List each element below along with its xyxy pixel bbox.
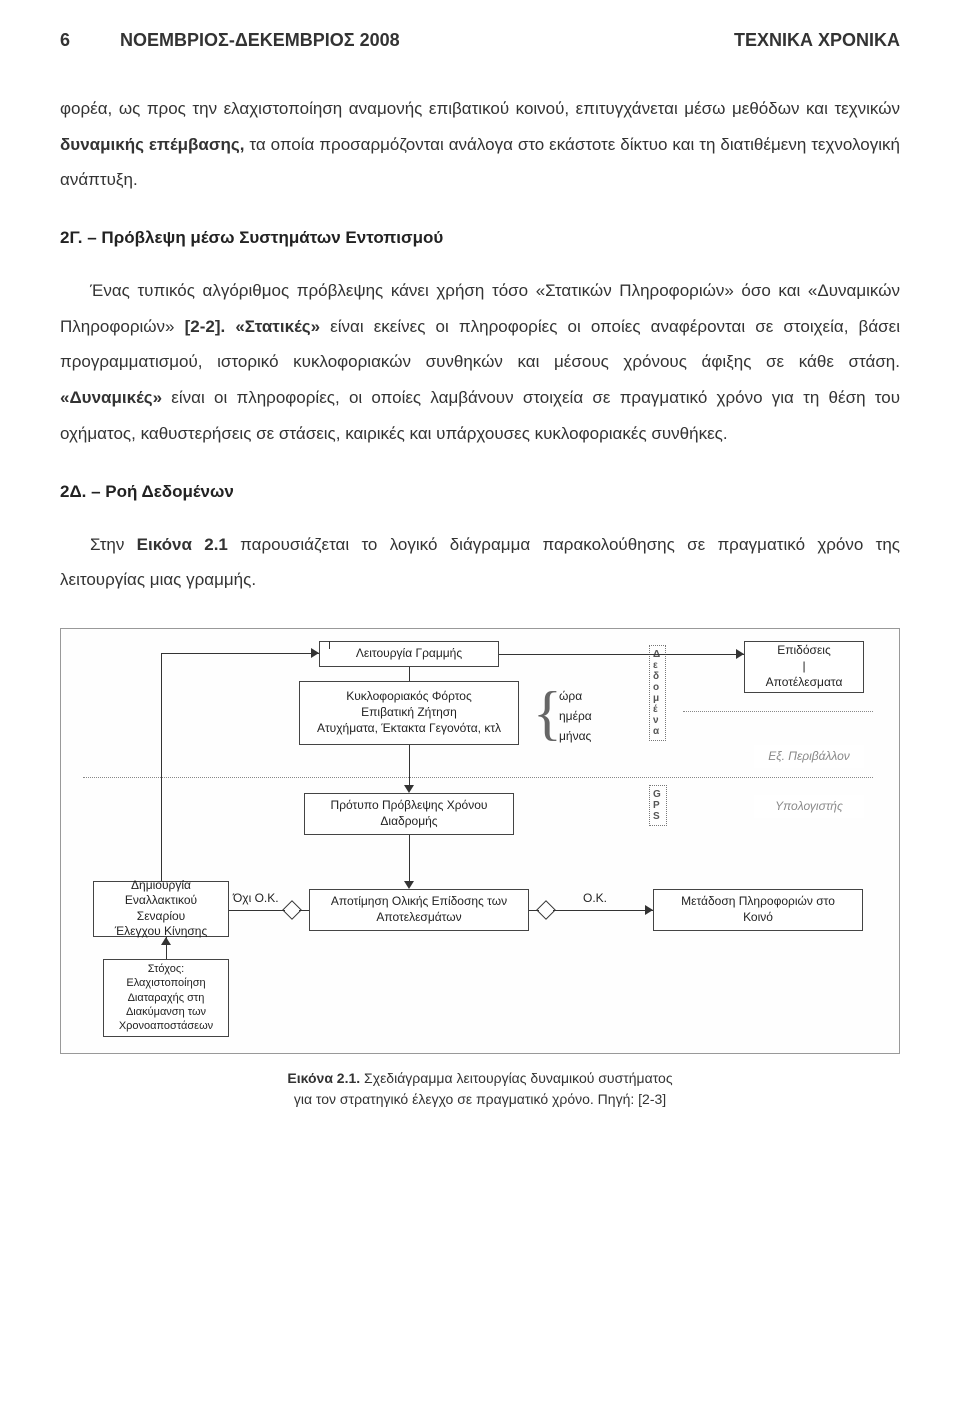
- transmit-l2: Κοινό: [743, 910, 773, 926]
- section-2g-heading: 2Γ. – Πρόβλεψη μέσω Συστημάτων Εντοπισμο…: [60, 228, 900, 248]
- caption-b1: Εικόνα 2.1.: [287, 1070, 360, 1086]
- sub-l1: Κυκλοφοριακός Φόρτος: [346, 689, 472, 705]
- ex-env-label: Εξ. Περιβάλλον: [768, 749, 850, 765]
- p2-t3: είναι οι πληροφορίες, οι οποίες λαμβάνου…: [60, 388, 900, 443]
- computer-label: Υπολογιστής: [775, 799, 843, 815]
- box-forecast: Πρότυπο Πρόβλεψης Χρόνου Διαδρομής: [304, 793, 514, 835]
- arrow-forecast-eval: [404, 881, 414, 889]
- goal-l1: Στόχος:: [148, 962, 184, 976]
- diagram-container: Λειτουργία Γραμμής Κυκλοφοριακός Φόρτος …: [60, 628, 900, 1054]
- journal-title: ΤΕΧΝΙΚΑ ΧΡΟΝΙΚΑ: [734, 30, 900, 51]
- conn-alt-up-h: [161, 653, 319, 654]
- conn-eval-left-d: [299, 910, 309, 911]
- epidoseis-l1: Επιδόσεις: [777, 643, 831, 659]
- conn-lineop-sub: [409, 667, 410, 681]
- p2-b2: «Δυναμικές»: [60, 388, 162, 407]
- box-transmit: Μετάδοση Πληροφοριών στο Κοινό: [653, 889, 863, 931]
- p3-b1: Εικόνα 2.1: [137, 535, 228, 554]
- alt-l2: Εναλλακτικού Σεναρίου: [100, 893, 222, 924]
- p3-t1: Στην: [90, 535, 137, 554]
- conn-eval-right-d: [529, 910, 539, 911]
- p1-t1: φορέα, ως προς την ελαχιστοποίηση αναμον…: [60, 99, 900, 118]
- conn-lineop-epidoseis: [499, 654, 744, 655]
- paragraph-3: Στην Εικόνα 2.1 παρουσιάζεται το λογικό …: [60, 527, 900, 598]
- time-month: μήνας: [559, 729, 591, 743]
- arrow-lineop-epidoseis: [736, 649, 744, 659]
- conn-forecast-eval: [409, 835, 410, 881]
- transmit-l1: Μετάδοση Πληροφοριών στο: [681, 894, 835, 910]
- box-line-sub: Κυκλοφοριακός Φόρτος Επιβατική Ζήτηση Ατ…: [299, 681, 519, 745]
- caption-t1: Σχεδιάγραμμα λειτουργίας δυναμικού συστή…: [360, 1070, 672, 1086]
- forecast-l2: Διαδρομής: [380, 814, 437, 830]
- line-op-label: Λειτουργία Γραμμής: [356, 646, 462, 662]
- header-left: 6 ΝΟΕΜΒΡΙΟΣ-ΔΕΚΕΜΒΡΙΟΣ 2008: [60, 30, 400, 51]
- label-computer: Υπολογιστής: [754, 795, 864, 819]
- time-hour: ώρα: [559, 689, 582, 703]
- eval-l1: Αποτίμηση Ολικής Επίδοσης των: [331, 894, 507, 910]
- dotted-sep-1: [83, 777, 873, 778]
- sub-l3: Ατυχήματα, Έκτακτα Γεγονότα, κτλ: [317, 721, 501, 737]
- eval-l2: Αποτελεσμάτων: [376, 910, 461, 926]
- dotted-sep-2: [683, 711, 873, 712]
- arrow-alt-lineop: [311, 648, 319, 658]
- label-ok: O.K.: [583, 891, 607, 905]
- goal-l3: Διαταραχής στη: [128, 991, 205, 1005]
- flowchart-diagram: Λειτουργία Γραμμής Κυκλοφοριακός Φόρτος …: [73, 641, 887, 1041]
- arrow-sub-forecast: [404, 785, 414, 793]
- box-goal: Στόχος: Ελαχιστοποίηση Διαταραχής στη Δι…: [103, 959, 229, 1037]
- p1-b1: δυναμικής επέμβασης,: [60, 135, 244, 154]
- brace-icon: {: [533, 683, 562, 743]
- issue-date: ΝΟΕΜΒΡΙΟΣ-ΔΕΚΕΜΒΡΙΟΣ 2008: [120, 30, 400, 51]
- epidoseis-l3: Αποτέλεσματα: [766, 675, 843, 691]
- label-not-ok: Όχι Ο.Κ.: [233, 891, 279, 905]
- conn-ok-h: [553, 910, 653, 911]
- goal-l2: Ελαχιστοποίηση: [126, 976, 205, 990]
- paragraph-2: Ένας τυπικός αλγόριθμος πρόβλεψης κάνει …: [60, 273, 900, 451]
- section-2d-heading: 2Δ. – Ροή Δεδομένων: [60, 482, 900, 502]
- vlabel-data: Δεδομένα: [649, 645, 666, 741]
- sub-l2: Επιβατική Ζήτηση: [361, 705, 457, 721]
- conn-leftd-alt: [229, 910, 285, 911]
- label-ex-env: Εξ. Περιβάλλον: [754, 745, 864, 769]
- goal-l5: Χρονοαποστάσεων: [119, 1019, 213, 1033]
- arrow-ok: [645, 905, 653, 915]
- caption-t2: για τον στρατηγικό έλεγχο σε πραγματικό …: [294, 1091, 666, 1107]
- page-header: 6 ΝΟΕΜΒΡΙΟΣ-ΔΕΚΕΜΒΡΙΟΣ 2008 ΤΕΧΝΙΚΑ ΧΡΟΝ…: [60, 30, 900, 51]
- box-evaluation: Αποτίμηση Ολικής Επίδοσης των Αποτελεσμά…: [309, 889, 529, 931]
- conn-alt-up: [161, 653, 162, 881]
- time-day: ημέρα: [559, 709, 592, 723]
- box-alternative: Δημιουργία Εναλλακτικού Σεναρίου Έλεγχου…: [93, 881, 229, 937]
- forecast-l1: Πρότυπο Πρόβλεψης Χρόνου: [331, 798, 488, 814]
- epidoseis-l2: |: [802, 659, 805, 675]
- goal-l4: Διακύμανση των: [126, 1005, 206, 1019]
- vlabel-gps: GPS: [649, 785, 667, 826]
- figure-caption: Εικόνα 2.1. Σχεδιάγραμμα λειτουργίας δυν…: [60, 1068, 900, 1110]
- conn-sub-forecast: [409, 745, 410, 785]
- p2-b1: [2-2]. «Στατικές»: [185, 317, 320, 336]
- arrow-goal-alt: [161, 937, 171, 945]
- conn-left-up: [329, 641, 330, 649]
- box-line-operation: Λειτουργία Γραμμής: [319, 641, 499, 667]
- page-number: 6: [60, 30, 70, 51]
- box-epidoseis: Επιδόσεις | Αποτέλεσματα: [744, 641, 864, 693]
- paragraph-1: φορέα, ως προς την ελαχιστοποίηση αναμον…: [60, 91, 900, 198]
